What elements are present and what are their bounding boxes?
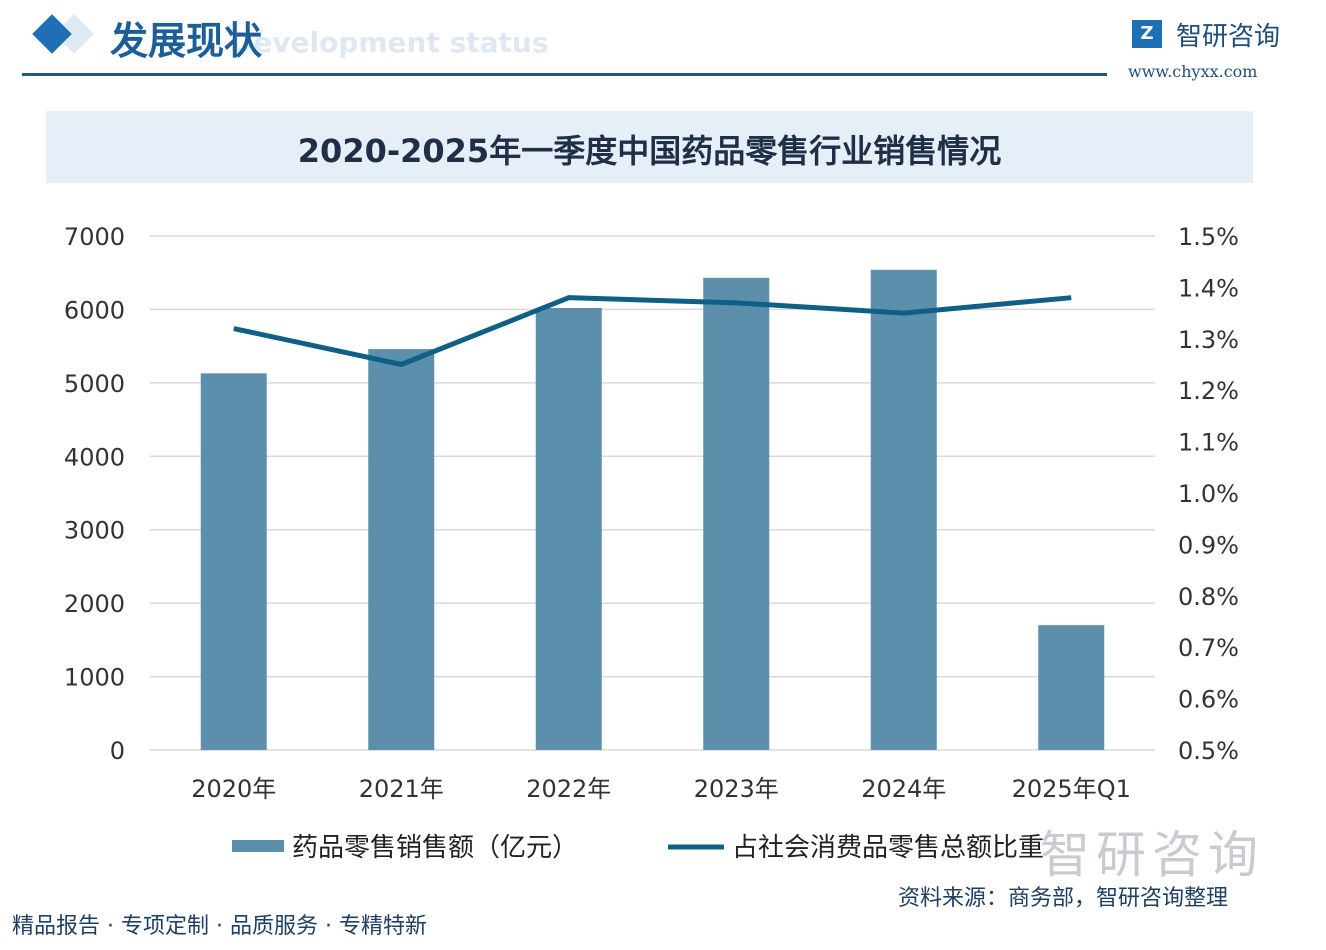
right-tick-label: 0.9%: [1178, 531, 1239, 559]
left-tick-label: 3000: [64, 517, 125, 545]
left-tick-label: 7000: [64, 223, 125, 251]
right-tick-label: 0.6%: [1178, 686, 1239, 714]
right-tick-label: 1.4%: [1178, 274, 1239, 302]
x-tick-label: 2020年: [191, 775, 276, 803]
right-tick-label: 1.1%: [1178, 429, 1239, 457]
bar-3: [703, 277, 770, 750]
x-tick-label: 2023年: [694, 775, 779, 803]
bar-0: [200, 373, 267, 750]
legend-bar-label: 药品零售销售额（亿元）: [292, 833, 578, 863]
left-tick-label: 6000: [64, 296, 125, 324]
chart-title-band: [46, 111, 1253, 183]
legend-line-label: 占社会消费品零售总额比重: [732, 833, 1044, 863]
watermark: 智研咨询: [1040, 826, 1264, 884]
right-tick-label: 1.0%: [1178, 480, 1239, 508]
left-tick-label: 5000: [64, 370, 125, 398]
header-divider: [22, 73, 1107, 76]
x-tick-label: 2024年: [861, 775, 946, 803]
x-tick-label: 2021年: [359, 775, 444, 803]
bar-1: [368, 349, 435, 750]
brand-url: www.chyxx.com: [1128, 62, 1258, 81]
section-subtitle: Development status: [230, 26, 549, 59]
right-tick-label: 1.2%: [1178, 377, 1239, 405]
bar-2: [535, 307, 602, 750]
line-series: [233, 295, 1072, 367]
left-tick-label: 2000: [64, 590, 125, 618]
right-tick-label: 1.5%: [1178, 223, 1239, 251]
right-tick-label: 0.7%: [1178, 634, 1239, 662]
legend-bar-swatch: [232, 840, 284, 852]
x-tick-label: 2022年: [526, 775, 611, 803]
right-tick-label: 0.5%: [1178, 737, 1239, 765]
right-tick-label: 0.8%: [1178, 583, 1239, 611]
section-title: 发展现状: [110, 19, 263, 63]
footer-tagline: 精品报告 · 专项定制 · 品质服务 · 专精特新: [12, 914, 427, 939]
left-tick-label: 4000: [64, 443, 125, 471]
brand-logo-icon: Z: [1132, 20, 1162, 48]
right-tick-label: 1.3%: [1178, 326, 1239, 354]
left-tick-label: 1000: [64, 664, 125, 692]
brand-name: 智研咨询: [1176, 22, 1281, 52]
chart-title: 2020-2025年一季度中国药品零售行业销售情况: [297, 132, 1002, 170]
source-note: 资料来源：商务部，智研咨询整理: [898, 886, 1229, 911]
bar-5: [1038, 625, 1105, 750]
bar-4: [870, 269, 937, 750]
left-tick-label: 0: [110, 737, 125, 765]
x-tick-label: 2025年Q1: [1012, 775, 1131, 803]
